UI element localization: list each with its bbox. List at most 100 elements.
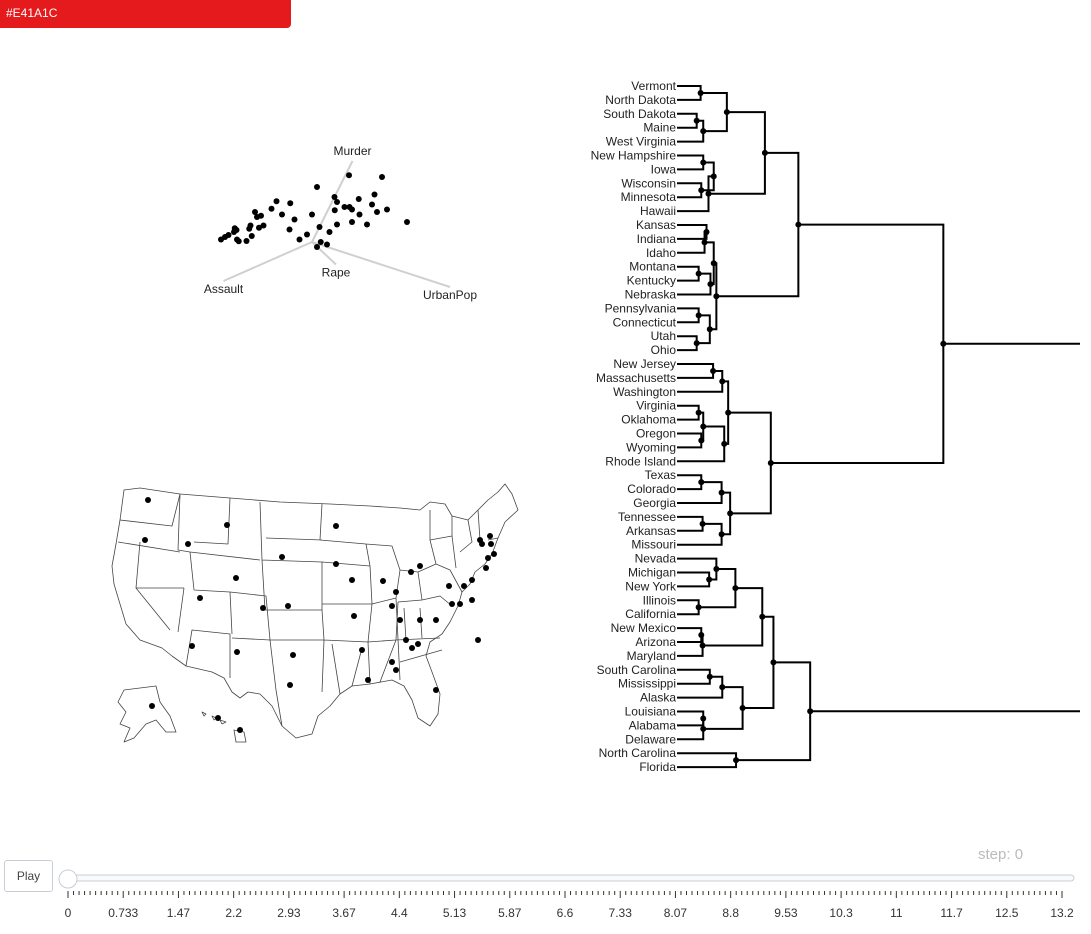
dendrogram-branch xyxy=(677,182,703,199)
dendrogram-branch xyxy=(677,307,700,324)
dendrogram-branch xyxy=(677,557,718,581)
dendrogram-leaf-label: Washington xyxy=(613,385,676,399)
us-map xyxy=(111,483,519,743)
loading-arrow-assault xyxy=(223,241,313,282)
map-state-marker xyxy=(215,715,221,721)
dendrogram-leaf-label: Nebraska xyxy=(625,288,677,302)
dendrogram-leaf-label: Missouri xyxy=(631,538,676,552)
dendrogram-leaf-label: Wisconsin xyxy=(621,176,676,190)
dendrogram-leaf-label: Virginia xyxy=(636,399,676,413)
slider-rail[interactable] xyxy=(65,874,1075,882)
map-state-marker xyxy=(487,533,493,539)
dendrogram-leaf-label: Alabama xyxy=(629,718,677,732)
map-state-marker xyxy=(409,645,415,651)
map-state-marker xyxy=(393,667,399,673)
biplot-point xyxy=(374,209,380,215)
slider-tick-label: 9.53 xyxy=(774,906,798,920)
map-state-marker xyxy=(389,603,395,609)
biplot-point xyxy=(287,200,294,207)
dendrogram-leaf-label: South Dakota xyxy=(603,107,676,121)
biplot-chart: Murder Assault Rape UrbanPop xyxy=(204,144,478,302)
biplot-point xyxy=(349,219,355,225)
animation-slider[interactable]: 0 0.733 1.47 2.2 2.93 3.67 4.4 5.13 5.87 6.6 7.33 8… xyxy=(0,866,1091,934)
color-selector-button[interactable]: #E41A1C xyxy=(0,0,291,28)
loading-arrow-murder xyxy=(311,160,354,243)
slider-tick-label: 1.47 xyxy=(167,906,191,920)
map-state-marker xyxy=(475,637,481,643)
dendrogram-branch xyxy=(770,223,945,465)
map-state-marker xyxy=(446,583,452,589)
map-state-marker xyxy=(285,603,291,609)
dendrogram-leaf-label: Texas xyxy=(645,468,676,482)
slider-handle[interactable] xyxy=(58,869,78,889)
map-state-marker xyxy=(145,497,151,503)
loading-label-urbanpop: UrbanPop xyxy=(423,288,477,302)
map-state-marker xyxy=(351,613,357,619)
dendrogram-branch xyxy=(677,515,704,532)
map-state-marker xyxy=(397,617,403,623)
dendrogram-branch xyxy=(677,710,705,727)
dendrogram-branch xyxy=(677,481,723,504)
dendrogram-branch xyxy=(677,154,705,171)
slider-tick-label: 2.93 xyxy=(277,906,301,920)
play-button[interactable]: Play xyxy=(4,860,53,892)
biplot-point xyxy=(349,206,355,213)
map-state-marker xyxy=(333,523,339,529)
dendrogram-leaf-label: Arkansas xyxy=(626,524,676,538)
dendrogram-node xyxy=(733,757,740,764)
dendrogram-node xyxy=(700,128,707,135)
dendrogram-leaf-label: Hawaii xyxy=(640,204,676,218)
map-state-marker xyxy=(488,541,494,547)
dendrogram-branch xyxy=(708,111,766,195)
dendrogram-node xyxy=(695,312,702,319)
biplot-point xyxy=(334,221,340,228)
biplot-point xyxy=(225,232,232,238)
map-state-marker xyxy=(477,537,483,543)
dendrogram-leaf-label: North Dakota xyxy=(605,93,676,107)
dendrogram-node xyxy=(701,239,708,246)
biplot-point xyxy=(309,211,315,218)
map-state-marker xyxy=(279,554,285,560)
dendrogram-branch xyxy=(677,474,703,491)
biplot-point xyxy=(314,244,320,250)
slider-tick-label: 2.2 xyxy=(225,906,242,920)
dendrogram-node xyxy=(770,659,777,666)
biplot-point xyxy=(260,222,267,229)
biplot-point xyxy=(256,224,262,231)
dendrogram-node xyxy=(700,725,707,732)
biplot-point xyxy=(331,194,338,200)
dendrogram-leaf-label: Georgia xyxy=(633,496,676,510)
dendrogram-leaf-label: Pennsylvania xyxy=(605,301,677,315)
dendrogram-node xyxy=(699,642,706,649)
biplot-loadings: Murder Assault Rape UrbanPop xyxy=(204,144,478,302)
slider-tick-label: 7.33 xyxy=(609,906,633,920)
biplot-point xyxy=(254,214,260,220)
dendrogram-leaf-label: New Mexico xyxy=(611,621,677,635)
dendrogram-leaf-label: Maine xyxy=(643,121,676,135)
dendrogram-node xyxy=(700,715,707,722)
biplot-point xyxy=(235,238,242,245)
state-outlines xyxy=(111,483,519,743)
dendrogram-leaf-label: Delaware xyxy=(625,732,676,746)
step-value: 0 xyxy=(1014,846,1024,863)
dendrogram-branch xyxy=(742,615,775,710)
slider-tick-label: 0.733 xyxy=(108,906,138,920)
map-state-marker xyxy=(403,637,409,643)
dendrogram-leaf-label: Arizona xyxy=(635,635,676,649)
map-state-marker xyxy=(469,577,475,583)
map-state-marker xyxy=(469,597,475,603)
dendrogram-node xyxy=(697,89,704,96)
biplot-point xyxy=(279,211,285,218)
dendrogram-node xyxy=(699,520,706,527)
slider-ticks: 0 0.733 1.47 2.2 2.93 3.67 4.4 5.13 5.87 6.6 7.33 8… xyxy=(65,891,1074,920)
dendrogram-node xyxy=(719,684,726,691)
dendrogram-branch xyxy=(677,634,704,657)
map-state-marker xyxy=(359,647,365,653)
alaska-outline xyxy=(117,685,177,743)
dendrogram-leaf-label: Alaska xyxy=(640,691,676,705)
biplot-point xyxy=(273,198,280,205)
map-state-marker xyxy=(485,555,491,561)
dendrogram-leaf-label: Rhode Island xyxy=(605,454,676,468)
dendrogram-branch xyxy=(677,522,723,546)
